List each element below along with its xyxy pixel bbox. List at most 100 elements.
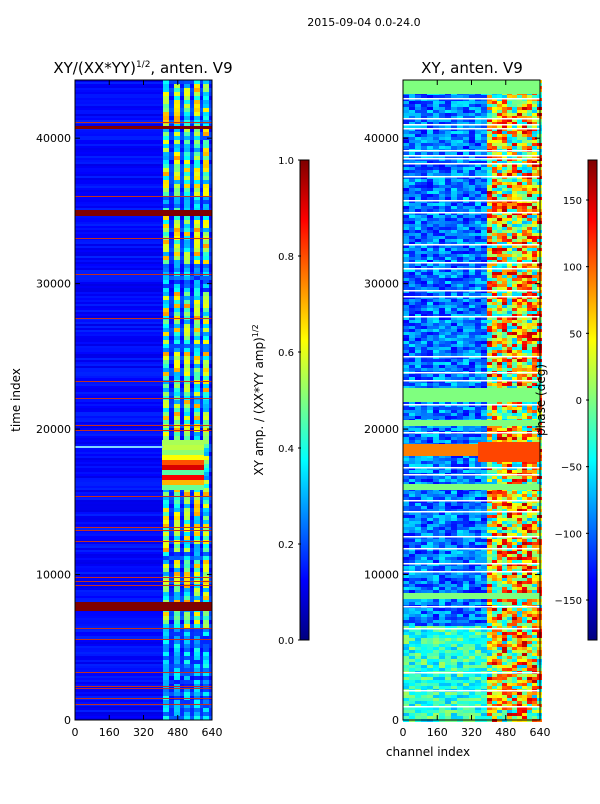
heatmap-amplitude-cell xyxy=(163,344,169,348)
heatmap-phase-cell xyxy=(439,503,445,506)
heatmap-phase-cell xyxy=(457,359,463,362)
heatmap-phase-cell xyxy=(427,299,433,302)
heatmap-phase-cell xyxy=(403,311,409,314)
heatmap-phase-cell xyxy=(445,434,451,437)
heatmap-phase-cell xyxy=(409,218,415,221)
heatmap-phase-cell xyxy=(475,476,481,479)
heatmap-phase-cell xyxy=(463,383,469,386)
heatmap-phase-cell-highband xyxy=(492,146,497,149)
heatmap-phase-cell-highband xyxy=(507,101,512,104)
heatmap-amplitude-cell xyxy=(163,92,169,96)
heatmap-amplitude-flag-line xyxy=(75,541,212,542)
heatmap-phase-cell xyxy=(439,191,445,194)
heatmap-phase-cell-highband xyxy=(487,167,492,170)
heatmap-phase-cell-highband xyxy=(517,170,522,173)
heatmap-phase-cell-highband xyxy=(507,479,512,482)
heatmap-phase-cell xyxy=(415,359,421,362)
heatmap-phase-cell-highband xyxy=(497,479,502,482)
heatmap-amplitude-cell xyxy=(163,312,169,316)
heatmap-phase-cell xyxy=(451,458,457,461)
heatmap-phase-cell xyxy=(481,173,487,176)
heatmap-phase-cell xyxy=(475,353,481,356)
heatmap-phase-cell-highband xyxy=(517,257,522,260)
heatmap-phase-cell xyxy=(439,437,445,440)
heatmap-phase-cell xyxy=(445,185,451,188)
heatmap-phase-cell-highband xyxy=(507,350,512,353)
heatmap-phase-cell-highband xyxy=(492,329,497,332)
heatmap-phase-cell xyxy=(439,248,445,251)
heatmap-phase-cell xyxy=(463,173,469,176)
heatmap-phase-cell xyxy=(469,137,475,140)
heatmap-amplitude-row-lowband xyxy=(75,400,163,402)
heatmap-phase-cell xyxy=(427,377,433,380)
heatmap-phase-cell xyxy=(409,410,415,413)
heatmap-phase-cell-highband xyxy=(527,434,532,437)
heatmap-phase-cell-highband xyxy=(532,230,537,233)
heatmap-phase-cell xyxy=(433,131,439,134)
heatmap-amplitude-row-lowband xyxy=(75,154,163,156)
heatmap-amplitude-row-lowband xyxy=(75,538,163,540)
heatmap-phase-cell-highband xyxy=(522,167,527,170)
heatmap-amplitude-cell xyxy=(203,400,209,404)
heatmap-phase-cell xyxy=(475,329,481,332)
heatmap-phase-cell xyxy=(439,173,445,176)
heatmap-phase-cell-highband xyxy=(492,320,497,323)
heatmap-phase-cell xyxy=(439,197,445,200)
heatmap-phase-cell xyxy=(475,104,481,107)
heatmap-amplitude-row-lowband xyxy=(75,260,163,262)
heatmap-phase-cell xyxy=(415,248,421,251)
heatmap-phase-cell xyxy=(403,407,409,410)
heatmap-amplitude-row-lowband xyxy=(75,548,163,550)
heatmap-amplitude-flag-line xyxy=(75,688,212,689)
heatmap-amplitude-cell xyxy=(174,172,180,176)
heatmap-phase-cell-highband xyxy=(527,191,532,194)
heatmap-phase-cell xyxy=(421,365,427,368)
heatmap-amplitude-row-lowband xyxy=(75,482,163,484)
heatmap-phase-cell xyxy=(427,182,433,185)
heatmap-amplitude-cell xyxy=(163,144,169,148)
heatmap-phase-cell xyxy=(427,236,433,239)
heatmap-amplitude-row-lowband xyxy=(75,404,163,406)
heatmap-phase-cell xyxy=(451,377,457,380)
heatmap-phase-cell-highband xyxy=(502,347,507,350)
heatmap-amplitude-cell xyxy=(203,116,209,120)
heatmap-phase-cell xyxy=(457,206,463,209)
heatmap-phase-cell-highband xyxy=(502,476,507,479)
heatmap-phase-cell xyxy=(439,251,445,254)
heatmap-phase-cell xyxy=(403,257,409,260)
heatmap-phase-cell xyxy=(409,440,415,443)
heatmap-phase-cell xyxy=(433,215,439,218)
heatmap-phase-cell xyxy=(481,257,487,260)
heatmap-phase-cell-highband xyxy=(512,323,517,326)
heatmap-phase-cell xyxy=(451,191,457,194)
heatmap-phase-cell xyxy=(481,206,487,209)
heatmap-phase-cell-highband xyxy=(512,377,517,380)
heatmap-amplitude-cell xyxy=(194,692,200,696)
heatmap-amplitude-cell xyxy=(203,156,209,160)
heatmap-phase-cell-highband xyxy=(507,248,512,251)
heatmap-phase-cell xyxy=(409,236,415,239)
heatmap-amplitude-row-lowband xyxy=(75,498,163,500)
heatmap-phase-cell-highband xyxy=(517,113,522,116)
heatmap-phase-cell xyxy=(409,413,415,416)
heatmap-phase-cell xyxy=(445,191,451,194)
heatmap-phase-cell xyxy=(415,251,421,254)
heatmap-phase-cell-highband xyxy=(487,146,492,149)
heatmap-amplitude-row-lowband xyxy=(75,450,163,452)
heatmap-amplitude-cell xyxy=(194,436,200,440)
heatmap-phase-cell xyxy=(457,170,463,173)
heatmap-phase-cell xyxy=(427,146,433,149)
heatmap-phase-cell xyxy=(463,131,469,134)
heatmap-phase-cell xyxy=(403,326,409,329)
heatmap-phase-cell xyxy=(409,428,415,431)
heatmap-amplitude-cell xyxy=(174,336,180,340)
heatmap-phase-cell xyxy=(451,221,457,224)
heatmap-phase-cell xyxy=(403,338,409,341)
heatmap-amplitude-cell xyxy=(174,260,180,264)
heatmap-amplitude-row-lowband xyxy=(75,618,163,620)
heatmap-phase-cell xyxy=(403,347,409,350)
heatmap-phase-cell xyxy=(481,239,487,242)
heatmap-amplitude-row-lowband xyxy=(75,150,163,152)
heatmap-amplitude-cell xyxy=(163,252,169,256)
heatmap-phase-cell-highband xyxy=(497,497,502,500)
